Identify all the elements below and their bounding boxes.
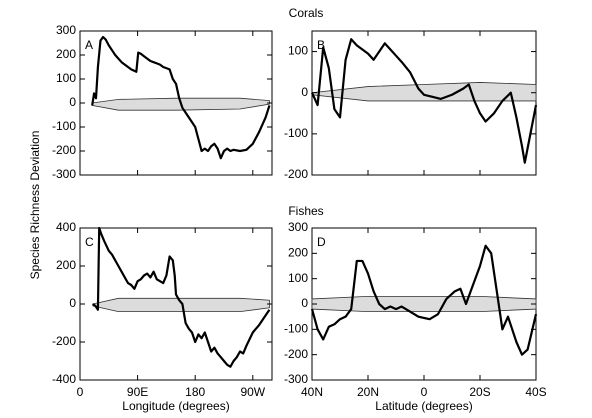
envelope bbox=[92, 297, 270, 313]
x-tick-label: 40S bbox=[525, 385, 546, 399]
y-tick-label: -300 bbox=[52, 167, 76, 181]
y-tick-label: 100 bbox=[288, 44, 308, 58]
envelope bbox=[311, 82, 537, 102]
plot-frame bbox=[311, 30, 537, 176]
panel-label: D bbox=[317, 235, 326, 249]
x-tick-label: 20N bbox=[357, 385, 379, 399]
y-tick-label: 100 bbox=[56, 71, 76, 85]
y-tick-label: -400 bbox=[52, 372, 76, 386]
y-tick-label: -100 bbox=[284, 126, 308, 140]
x-tick-label: 180 bbox=[185, 385, 205, 399]
data-line bbox=[310, 244, 538, 356]
x-tick-label: 0 bbox=[77, 385, 84, 399]
data-line bbox=[310, 38, 538, 164]
x-tick-label: 90E bbox=[127, 385, 148, 399]
y-tick-label: 100 bbox=[288, 271, 308, 285]
y-tick-label: 0 bbox=[69, 95, 76, 109]
y-tick-label: 200 bbox=[288, 246, 308, 260]
data-line bbox=[92, 226, 271, 368]
x-tick-label: 0 bbox=[421, 385, 428, 399]
x-tick-label: 90W bbox=[240, 385, 265, 399]
y-tick-label: -200 bbox=[52, 334, 76, 348]
y-tick-label: 300 bbox=[56, 23, 76, 37]
y-tick-label: -300 bbox=[284, 372, 308, 386]
data-line bbox=[91, 35, 271, 160]
y-tick-label: -200 bbox=[52, 143, 76, 157]
y-tick-label: 0 bbox=[301, 296, 308, 310]
y-tick-label: 0 bbox=[301, 85, 308, 99]
panel-label: A bbox=[85, 38, 93, 52]
y-tick-label: 200 bbox=[56, 47, 76, 61]
x-tick-label: 20S bbox=[469, 385, 490, 399]
y-tick-label: -100 bbox=[52, 119, 76, 133]
y-tick-label: 0 bbox=[69, 296, 76, 310]
y-tick-label: -200 bbox=[284, 347, 308, 361]
y-tick-label: -200 bbox=[284, 167, 308, 181]
x-tick-label: 40N bbox=[301, 385, 323, 399]
row-title: Fishes bbox=[288, 204, 323, 218]
y-axis-label: Species Richness Deviation bbox=[28, 131, 42, 280]
y-tick-label: 300 bbox=[288, 220, 308, 234]
row-title: Corals bbox=[289, 6, 324, 20]
x-axis-label: Latitude (degrees) bbox=[375, 399, 472, 413]
y-tick-label: -100 bbox=[284, 322, 308, 336]
panel-label: C bbox=[85, 235, 94, 249]
panel-label: B bbox=[317, 38, 325, 52]
envelope bbox=[311, 295, 537, 313]
y-tick-label: 400 bbox=[56, 220, 76, 234]
x-axis-label: Longitude (degrees) bbox=[122, 399, 229, 413]
y-tick-label: 200 bbox=[56, 258, 76, 272]
